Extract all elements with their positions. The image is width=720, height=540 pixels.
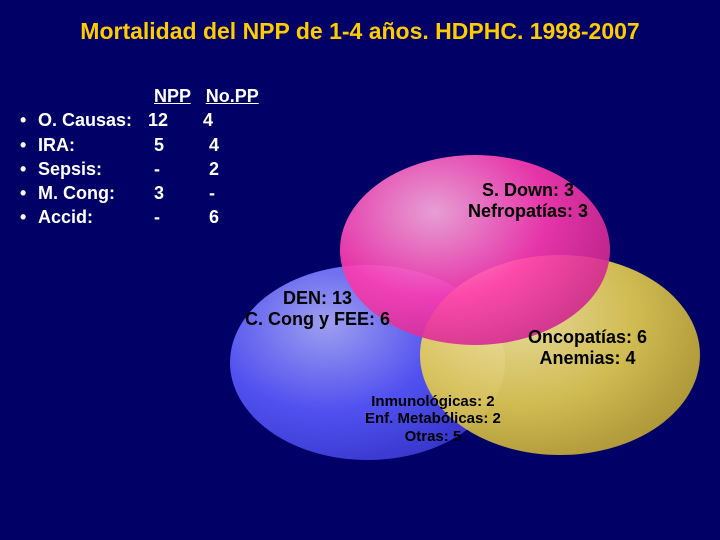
col-header-nopp: No.PP — [206, 86, 259, 106]
venn-diagram: S. Down: 3 Nefropatías: 3 DEN: 13 C. Con… — [210, 155, 710, 535]
row-npp: - — [148, 205, 209, 229]
venn-label-right: Oncopatías: 6 Anemias: 4 — [528, 327, 647, 368]
venn-center-line2: Enf. Metabólicas: 2 — [365, 410, 501, 427]
venn-top-line2: Nefropatías: 3 — [468, 201, 588, 221]
table-row: •O. Causas:124 — [20, 108, 259, 132]
row-npp: 12 — [148, 108, 203, 132]
venn-right-line1: Oncopatías: 6 — [528, 327, 647, 347]
row-nopp: 4 — [209, 135, 219, 155]
table-header-row: NPP No.PP — [20, 84, 259, 108]
slide: Mortalidad del NPP de 1-4 años. HDPHC. 1… — [0, 0, 720, 540]
venn-center-line3: Otras: 5 — [405, 428, 462, 445]
venn-label-top: S. Down: 3 Nefropatías: 3 — [468, 180, 588, 221]
venn-right-line2: Anemias: 4 — [539, 348, 635, 368]
row-label: IRA: — [38, 133, 148, 157]
col-header-npp: NPP — [154, 86, 191, 106]
row-label: O. Causas: — [38, 108, 148, 132]
row-npp: 3 — [148, 181, 209, 205]
venn-left-line2: C. Cong y FEE: 6 — [245, 309, 390, 329]
row-nopp: 4 — [203, 110, 213, 130]
row-label: M. Cong: — [38, 181, 148, 205]
venn-label-center: Inmunológicas: 2 Enf. Metabólicas: 2 Otr… — [365, 393, 501, 445]
table-row: •IRA:54 — [20, 133, 259, 157]
slide-title: Mortalidad del NPP de 1-4 años. HDPHC. 1… — [0, 18, 720, 45]
row-label: Sepsis: — [38, 157, 148, 181]
row-npp: - — [148, 157, 209, 181]
venn-center-line1: Inmunológicas: 2 — [371, 393, 494, 410]
row-label: Accid: — [38, 205, 148, 229]
venn-top-line1: S. Down: 3 — [482, 180, 574, 200]
venn-label-left: DEN: 13 C. Cong y FEE: 6 — [245, 288, 390, 329]
row-npp: 5 — [148, 133, 209, 157]
venn-left-line1: DEN: 13 — [283, 288, 352, 308]
